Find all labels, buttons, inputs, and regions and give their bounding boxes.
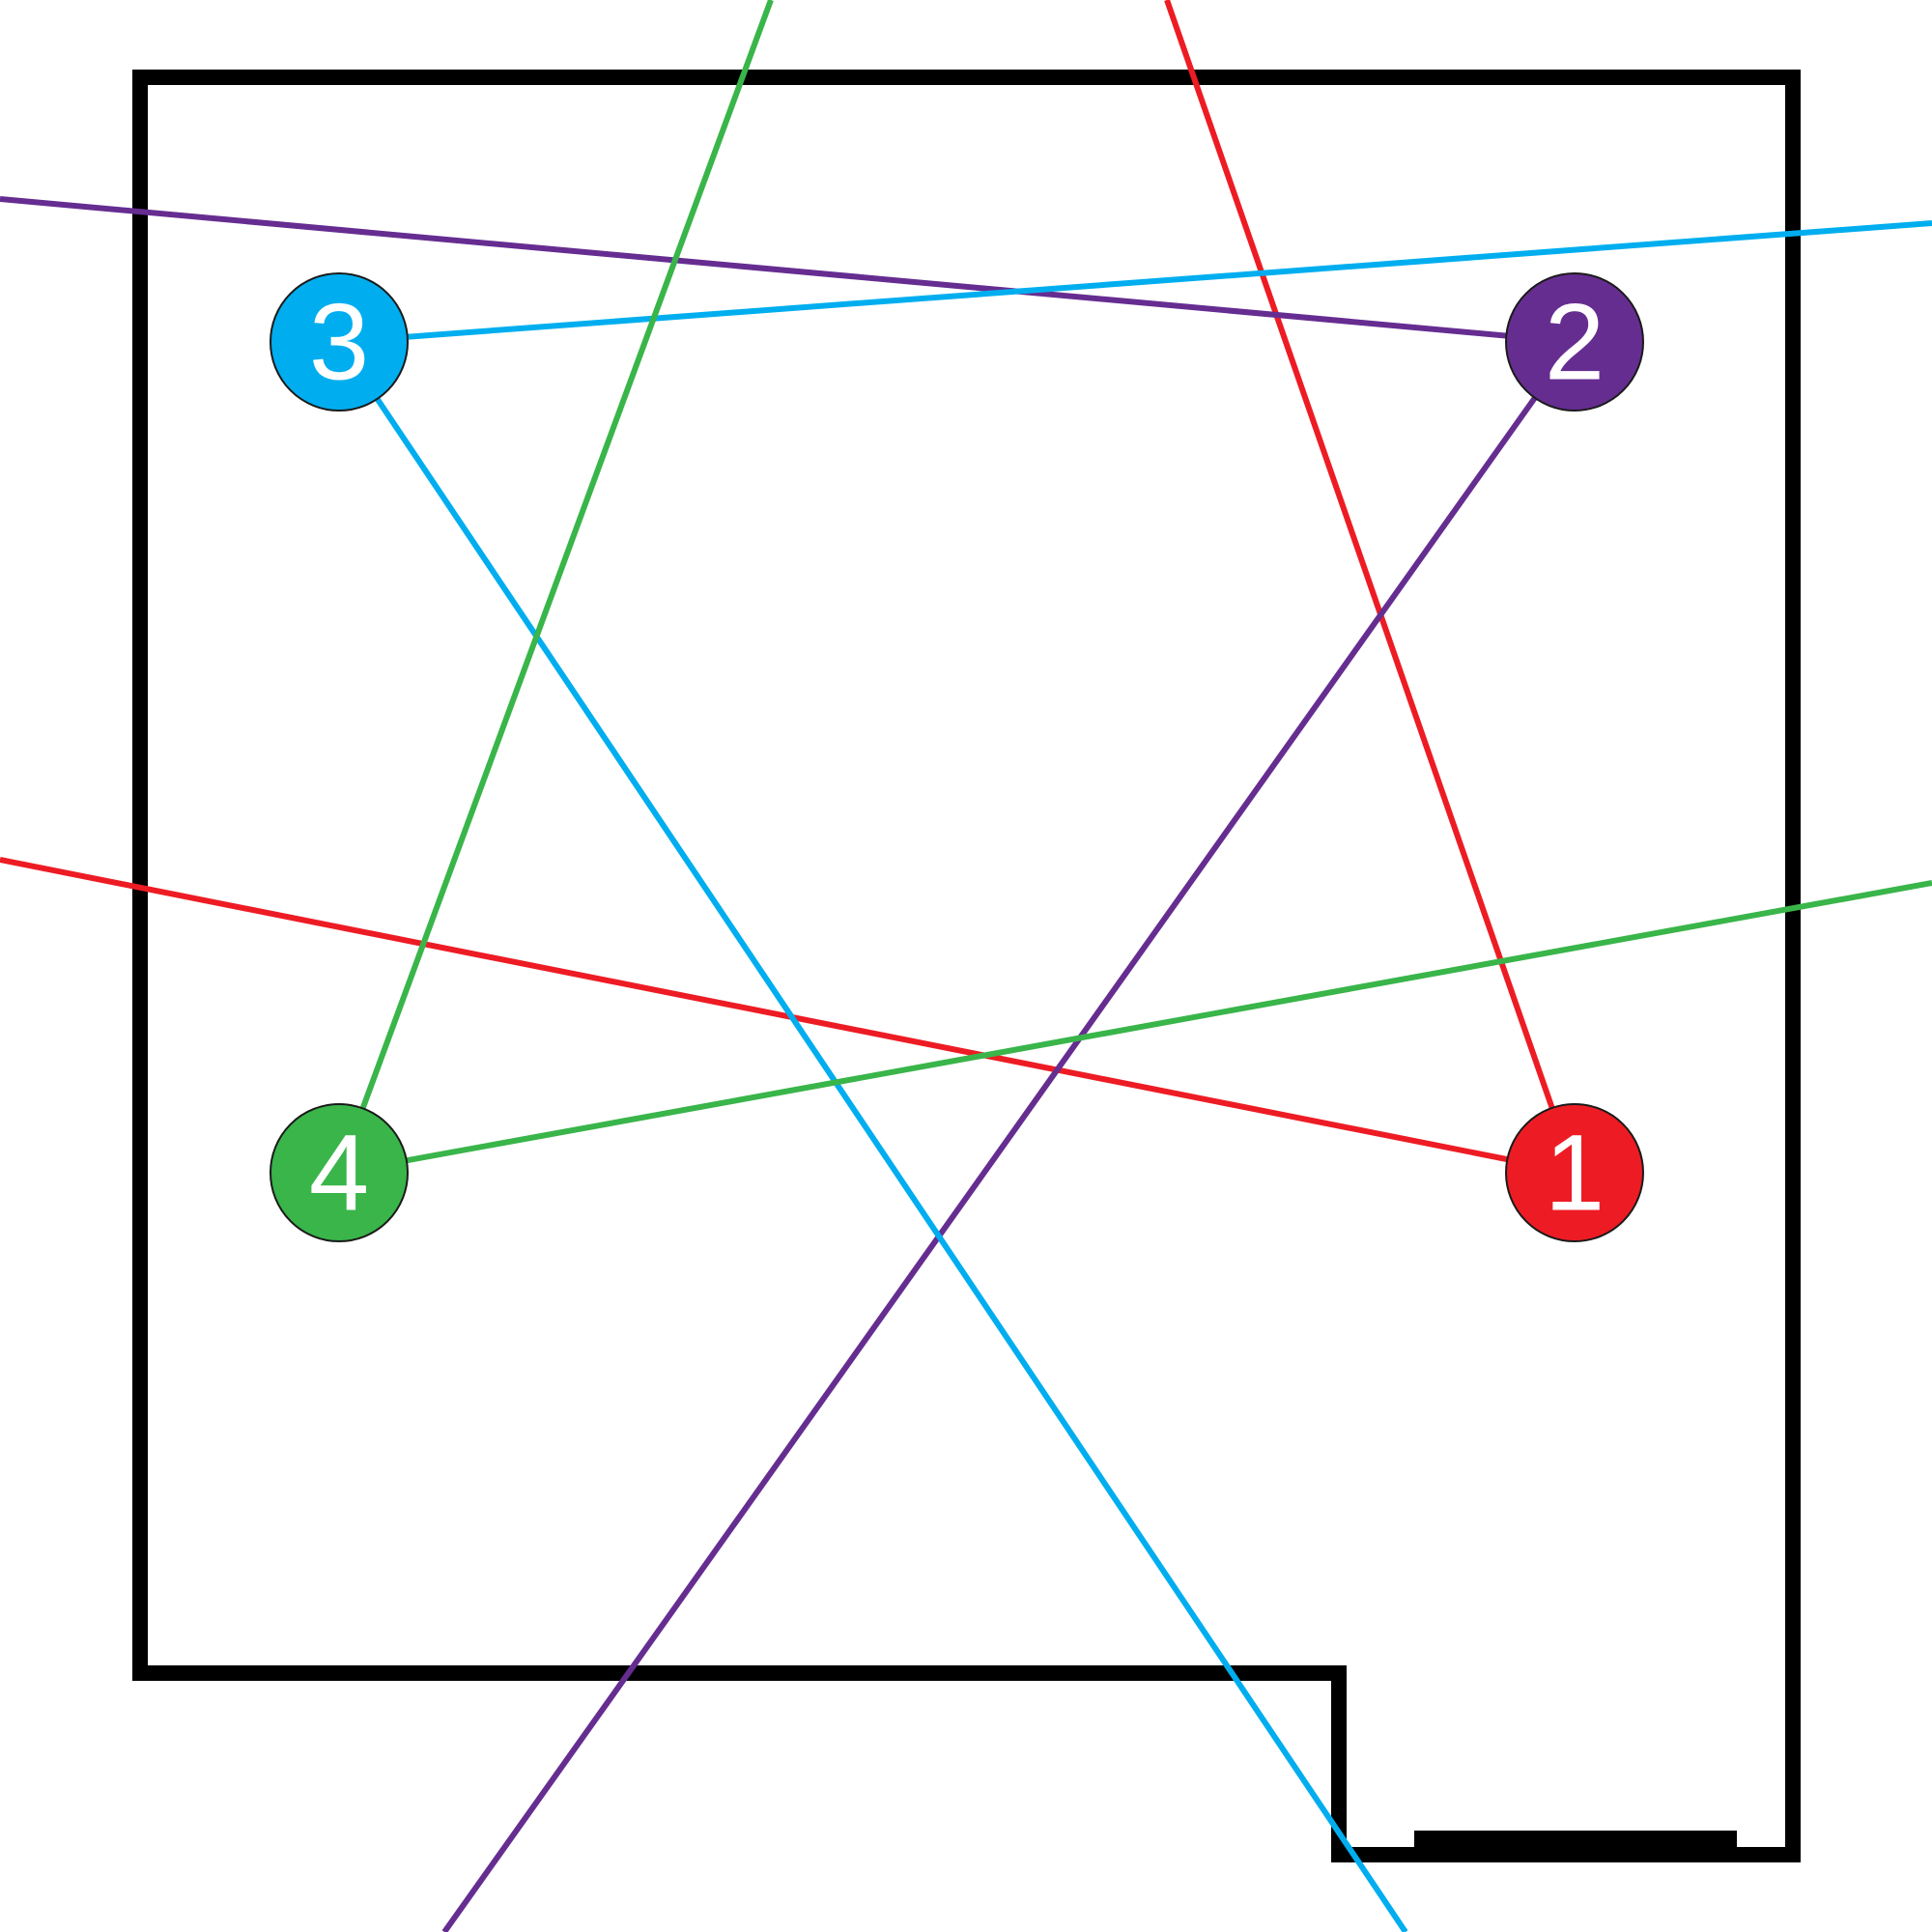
node-3-circle: [270, 272, 409, 412]
node-4-label: 4: [309, 1113, 369, 1234]
blue-line-to-right: [338, 220, 1932, 345]
node-1: 1: [1505, 1103, 1644, 1242]
node-4: 4: [270, 1103, 409, 1242]
node-1-label: 1: [1545, 1113, 1605, 1234]
node-4-circle: [270, 1103, 409, 1242]
room-outline: [132, 70, 1801, 1862]
node-3-label: 3: [309, 282, 369, 403]
green-line-to-right: [338, 880, 1932, 1176]
red-line-to-left: [0, 857, 1576, 1176]
node-2: 2: [1505, 272, 1644, 412]
purple-line-to-left: [0, 196, 1576, 345]
green-line-to-top: [336, 0, 774, 1175]
node-1-circle: [1505, 1103, 1644, 1242]
node-3: 3: [270, 272, 409, 412]
blue-line-to-bottom: [336, 340, 1408, 1932]
node-2-label: 2: [1545, 282, 1605, 403]
node-2-circle: [1505, 272, 1644, 412]
red-line-to-top: [1164, 0, 1577, 1174]
purple-line-to-bottom: [441, 340, 1577, 1932]
door-threshold: [1414, 1831, 1737, 1850]
